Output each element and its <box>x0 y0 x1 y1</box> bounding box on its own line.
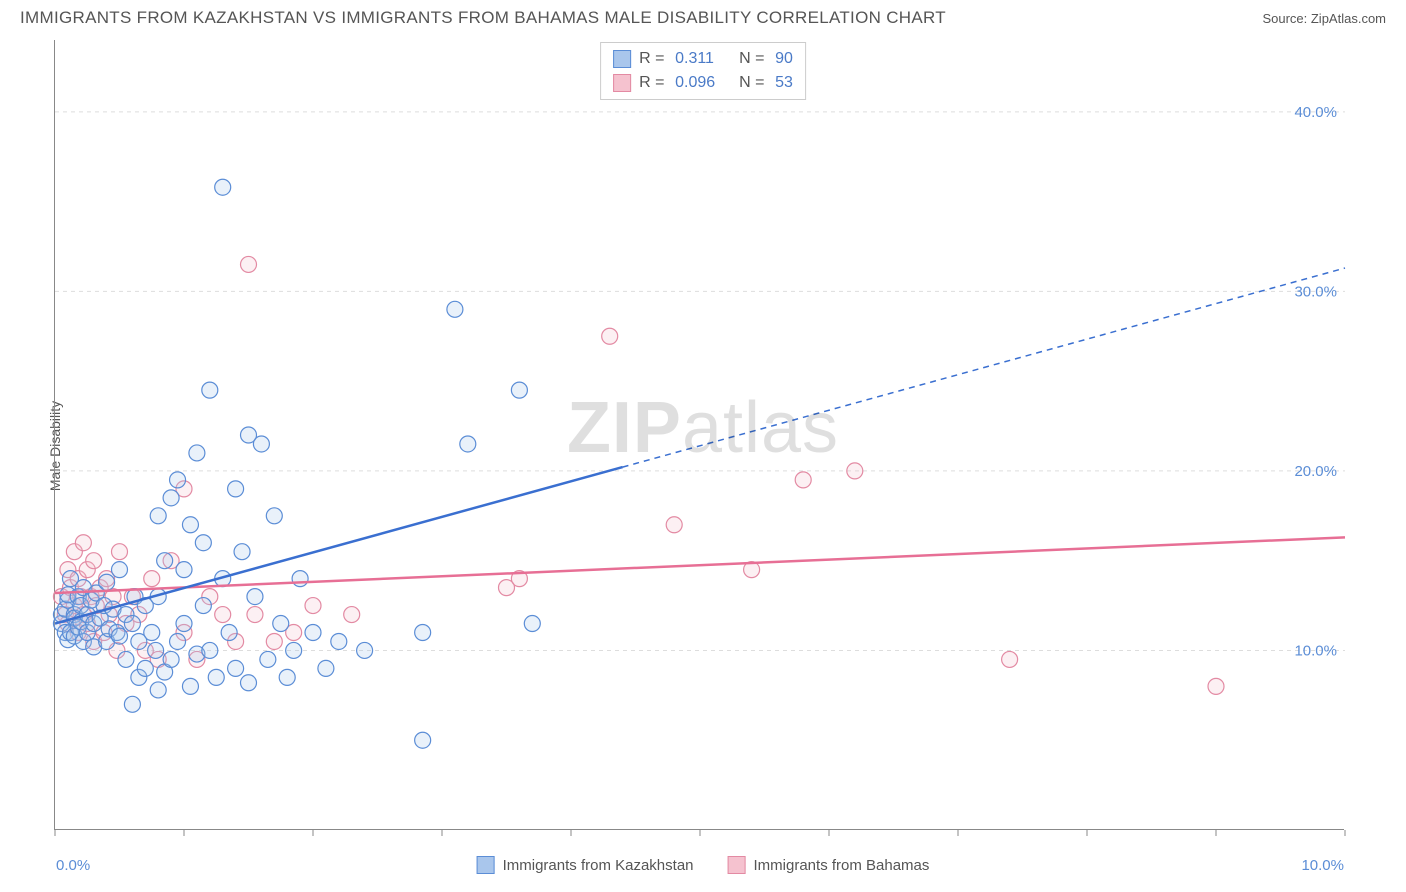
r-label: R = <box>639 71 667 95</box>
x-tick-label-max: 10.0% <box>1301 857 1344 874</box>
chart-svg: 10.0% 20.0% 30.0% 40.0% <box>55 40 1345 830</box>
svg-text:30.0%: 30.0% <box>1294 283 1337 300</box>
swatch-bahamas <box>613 74 631 92</box>
source-label: Source: ZipAtlas.com <box>1262 11 1386 26</box>
r-label: R = <box>639 47 667 71</box>
chart-title: IMMIGRANTS FROM KAZAKHSTAN VS IMMIGRANTS… <box>20 8 946 28</box>
x-tick-label-min: 0.0% <box>56 857 90 874</box>
n-value-kazakhstan: 90 <box>775 47 793 71</box>
svg-text:20.0%: 20.0% <box>1294 463 1337 480</box>
svg-text:40.0%: 40.0% <box>1294 104 1337 121</box>
svg-text:10.0%: 10.0% <box>1294 642 1337 659</box>
stats-row-kazakhstan: R = 0.311 N = 90 <box>613 47 793 71</box>
swatch-bahamas-icon <box>728 856 746 874</box>
legend-item-bahamas: Immigrants from Bahamas <box>728 856 930 874</box>
stats-legend-box: R = 0.311 N = 90 R = 0.096 N = 53 <box>600 42 806 100</box>
bottom-legend: Immigrants from Kazakhstan Immigrants fr… <box>477 856 930 874</box>
legend-label-bahamas: Immigrants from Bahamas <box>754 857 930 874</box>
chart-plot-area: 10.0% 20.0% 30.0% 40.0% <box>54 40 1344 830</box>
legend-label-kazakhstan: Immigrants from Kazakhstan <box>503 857 694 874</box>
n-label: N = <box>739 71 767 95</box>
n-label: N = <box>739 47 767 71</box>
legend-item-kazakhstan: Immigrants from Kazakhstan <box>477 856 694 874</box>
r-value-kazakhstan: 0.311 <box>675 47 731 71</box>
swatch-kazakhstan-icon <box>477 856 495 874</box>
header: IMMIGRANTS FROM KAZAKHSTAN VS IMMIGRANTS… <box>0 0 1406 32</box>
n-value-bahamas: 53 <box>775 71 793 95</box>
swatch-kazakhstan <box>613 50 631 68</box>
stats-row-bahamas: R = 0.096 N = 53 <box>613 71 793 95</box>
r-value-bahamas: 0.096 <box>675 71 731 95</box>
